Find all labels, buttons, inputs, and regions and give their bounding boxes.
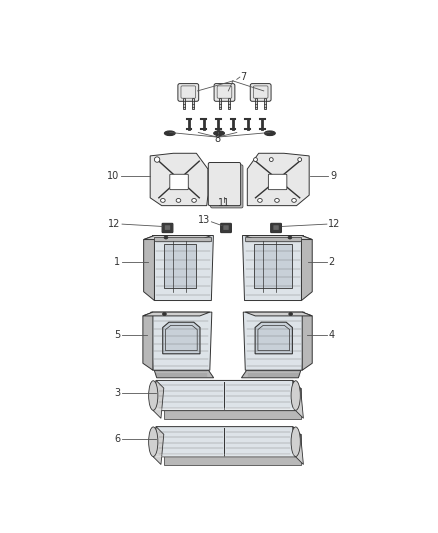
Polygon shape: [153, 381, 296, 410]
Text: 6: 6: [114, 434, 120, 444]
Polygon shape: [254, 244, 292, 288]
Bar: [264, 98, 266, 109]
Text: 10: 10: [107, 171, 119, 181]
Bar: [183, 98, 185, 109]
Polygon shape: [164, 434, 300, 465]
Bar: [155, 237, 212, 241]
Polygon shape: [241, 370, 301, 378]
Polygon shape: [143, 312, 210, 316]
Ellipse shape: [148, 427, 158, 456]
Polygon shape: [154, 370, 214, 378]
Polygon shape: [164, 388, 300, 419]
Polygon shape: [164, 244, 197, 288]
Polygon shape: [243, 236, 304, 301]
Ellipse shape: [164, 131, 175, 135]
FancyBboxPatch shape: [165, 225, 170, 230]
Text: 3: 3: [114, 387, 120, 398]
Ellipse shape: [291, 381, 300, 410]
Text: 1: 1: [114, 257, 120, 267]
Polygon shape: [302, 312, 312, 370]
FancyBboxPatch shape: [223, 225, 229, 230]
Ellipse shape: [176, 198, 181, 203]
Ellipse shape: [155, 157, 160, 162]
FancyBboxPatch shape: [221, 223, 231, 232]
Polygon shape: [152, 236, 213, 301]
Polygon shape: [153, 426, 296, 457]
FancyBboxPatch shape: [170, 174, 188, 190]
FancyBboxPatch shape: [273, 225, 279, 230]
Ellipse shape: [291, 427, 300, 456]
Ellipse shape: [162, 312, 166, 316]
Ellipse shape: [269, 158, 273, 161]
Polygon shape: [143, 312, 153, 370]
Ellipse shape: [254, 158, 258, 161]
FancyBboxPatch shape: [211, 165, 243, 208]
Ellipse shape: [275, 198, 279, 203]
Polygon shape: [153, 381, 164, 418]
Text: 11: 11: [219, 198, 230, 208]
FancyBboxPatch shape: [178, 84, 199, 101]
Bar: [244, 237, 301, 241]
Polygon shape: [293, 381, 304, 418]
Polygon shape: [244, 236, 312, 239]
Text: 9: 9: [330, 171, 336, 181]
Ellipse shape: [192, 198, 196, 203]
Ellipse shape: [161, 198, 165, 203]
Text: 12: 12: [108, 219, 120, 229]
Text: 4: 4: [328, 330, 335, 340]
Polygon shape: [301, 236, 312, 301]
Ellipse shape: [148, 381, 158, 410]
FancyBboxPatch shape: [162, 223, 173, 232]
Ellipse shape: [292, 198, 297, 203]
FancyBboxPatch shape: [268, 174, 287, 190]
FancyBboxPatch shape: [214, 84, 235, 101]
Bar: [192, 98, 194, 109]
Text: 8: 8: [215, 134, 221, 144]
Bar: [255, 98, 257, 109]
FancyBboxPatch shape: [271, 223, 282, 232]
Text: 5: 5: [114, 330, 120, 340]
Ellipse shape: [288, 236, 292, 239]
Bar: [219, 98, 221, 109]
FancyBboxPatch shape: [250, 84, 271, 101]
Polygon shape: [243, 312, 304, 370]
Polygon shape: [151, 312, 212, 370]
Polygon shape: [150, 154, 208, 206]
FancyBboxPatch shape: [208, 163, 240, 206]
Text: 7: 7: [240, 72, 247, 82]
Polygon shape: [245, 312, 312, 316]
Ellipse shape: [164, 236, 168, 239]
Polygon shape: [247, 154, 309, 206]
Text: 12: 12: [328, 219, 341, 229]
Ellipse shape: [289, 312, 293, 316]
Polygon shape: [163, 322, 200, 354]
Ellipse shape: [298, 158, 302, 161]
Polygon shape: [144, 236, 155, 301]
Ellipse shape: [265, 131, 276, 135]
Bar: [228, 98, 230, 109]
Polygon shape: [293, 426, 304, 465]
Text: 2: 2: [328, 257, 335, 267]
Ellipse shape: [258, 198, 262, 203]
Text: 13: 13: [198, 215, 210, 225]
Polygon shape: [153, 426, 164, 465]
Polygon shape: [144, 236, 212, 239]
Polygon shape: [255, 322, 293, 354]
Ellipse shape: [214, 131, 224, 135]
